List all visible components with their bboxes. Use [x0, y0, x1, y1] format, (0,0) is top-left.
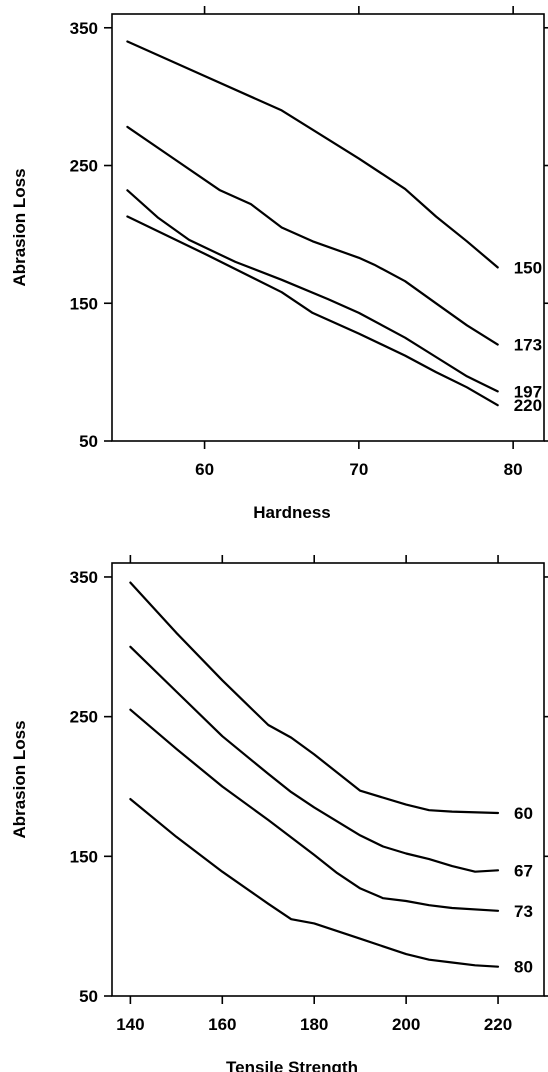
y-tick-label: 50 [79, 432, 98, 451]
y-tick-label: 350 [70, 19, 98, 38]
y-axis-label: Abrasion Loss [10, 168, 29, 286]
chart-panel-1: 60 70 80 50 150 250 350 Hardness Abrasion Loss 15… [10, 6, 548, 522]
series-label-220: 220 [514, 396, 542, 415]
y-tick-label: 150 [70, 847, 98, 866]
series-line-173 [126, 125, 499, 346]
plot-frame [111, 13, 545, 442]
series-label-150: 150 [514, 258, 542, 277]
series-label-67: 67 [514, 861, 533, 880]
plot-frame [111, 562, 545, 997]
series-line-80 [129, 798, 500, 968]
series-label-173: 173 [514, 336, 542, 355]
x-axis-label: Tensile Strength [226, 1058, 358, 1072]
chart-panel-2: 140 160 180 200 220 50 150 250 350 Tensile Streng… [10, 555, 548, 1072]
series-line-220 [126, 215, 499, 407]
x-tick-label: 60 [195, 460, 214, 479]
x-tick-label: 160 [208, 1015, 236, 1034]
x-axis-label: Hardness [253, 503, 330, 522]
series-line-150 [126, 40, 499, 269]
series-line-197 [126, 189, 499, 393]
series-label-197: 197 [514, 382, 542, 401]
x-tick-label: 220 [484, 1015, 512, 1034]
y-tick-label: 50 [79, 987, 98, 1006]
series-label-73: 73 [514, 902, 533, 921]
series-label-80: 80 [514, 958, 533, 977]
x-tick-label: 80 [504, 460, 523, 479]
x-tick-label: 200 [392, 1015, 420, 1034]
x-tick-label: 180 [300, 1015, 328, 1034]
series-label-60: 60 [514, 804, 533, 823]
series-line-73 [129, 708, 500, 912]
y-tick-label: 350 [70, 568, 98, 587]
y-tick-label: 250 [70, 708, 98, 727]
y-tick-label: 250 [70, 157, 98, 176]
series-line-60 [129, 581, 500, 815]
x-tick-label: 70 [349, 460, 368, 479]
y-axis-label: Abrasion Loss [10, 720, 29, 838]
x-tick-label: 140 [116, 1015, 144, 1034]
series-line-67 [129, 645, 500, 873]
y-tick-label: 150 [70, 294, 98, 313]
